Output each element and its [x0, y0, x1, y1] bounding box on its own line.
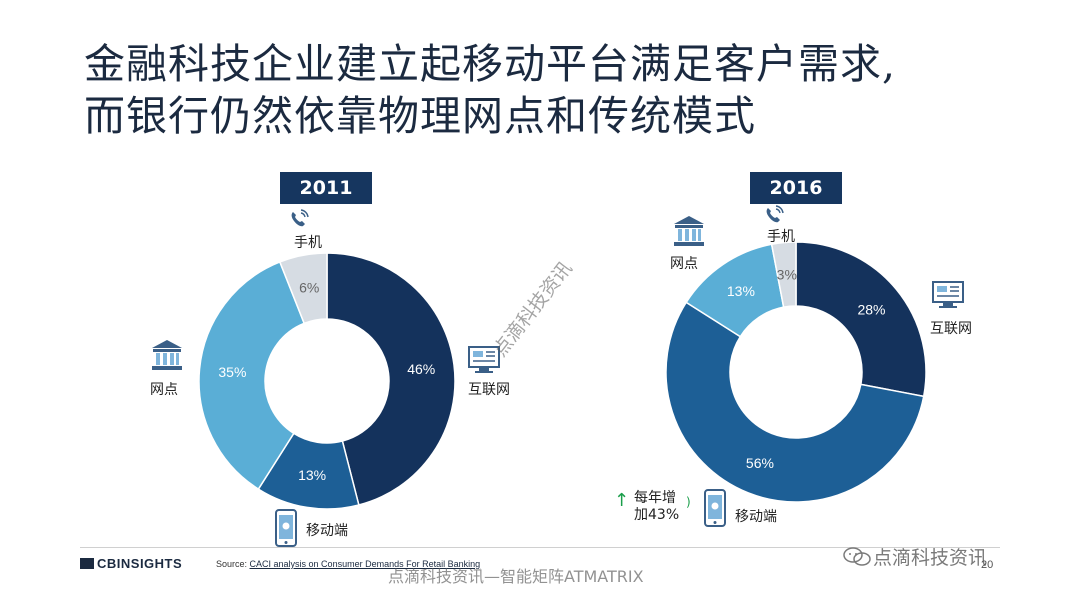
source-prefix: Source:	[216, 559, 250, 569]
bank-icon	[674, 216, 704, 246]
data-label-branch-2016: 13%	[727, 283, 755, 299]
slice-phone-2011	[278, 252, 328, 325]
cb-logo-mark-icon	[80, 558, 94, 569]
cbinsights-logo: CBINSIGHTS	[80, 556, 182, 571]
data-label-phone-2011: 6%	[299, 280, 319, 296]
data-label-phone-2016: 3%	[777, 266, 797, 282]
title-line-2: 而银行仍然依靠物理网点和传统模式	[84, 92, 756, 140]
slice-internet-2011	[326, 252, 456, 506]
watermark-wechat-text: 点滴科技资讯	[873, 547, 988, 569]
smartphone-icon	[275, 509, 297, 547]
year-box-2011: 2011	[280, 172, 372, 204]
growth-text: 每年增 加43%	[634, 490, 679, 524]
data-label-internet-2016: 28%	[857, 302, 885, 318]
label-phone-2011: 手机	[294, 235, 322, 251]
title-line-1: 金融科技企业建立起移动平台满足客户需求,	[84, 40, 897, 88]
page-number: 20	[981, 559, 994, 571]
year-box-2016: 2016	[750, 172, 842, 204]
slice-internet-2016	[795, 241, 927, 398]
label-branch-2011: 网点	[150, 382, 178, 398]
source-note: Source: CACI analysis on Consumer Demand…	[216, 559, 480, 569]
label-phone-2016: 手机	[767, 229, 795, 245]
slide-title: 金融科技企业建立起移动平台满足客户需求, 而银行仍然依靠物理网点和传统模式	[84, 38, 896, 142]
phone-icon	[766, 205, 784, 223]
data-label-branch-2011: 35%	[218, 364, 246, 380]
computer-icon	[932, 281, 964, 308]
phone-icon	[291, 209, 309, 227]
bank-icon	[152, 340, 182, 370]
label-internet-2011: 互联网	[468, 382, 510, 398]
watermark-bottom: 点滴科技资讯—智能矩阵ATMATRIX	[388, 567, 644, 586]
brace-icon: )	[686, 495, 691, 509]
wechat-icon	[843, 547, 871, 566]
computer-icon	[468, 346, 500, 373]
growth-text-line-2: 加43%	[634, 507, 680, 523]
slice-mobile-2016	[665, 301, 925, 503]
label-branch-2016: 网点	[670, 256, 698, 272]
up-arrow-icon: ↑	[614, 490, 630, 511]
slice-branch-2011	[198, 261, 306, 491]
source-link[interactable]: CACI analysis on Consumer Demands For Re…	[249, 559, 481, 569]
footer-divider	[80, 547, 1000, 548]
slice-phone-2016	[770, 241, 797, 309]
data-label-internet-2011: 46%	[407, 361, 435, 377]
smartphone-icon	[704, 489, 726, 527]
label-mobile-2011: 移动端	[306, 523, 348, 539]
data-label-mobile-2011: 13%	[298, 467, 326, 483]
cb-logo-text: CBINSIGHTS	[97, 556, 183, 571]
label-mobile-2016: 移动端	[735, 509, 777, 525]
data-label-mobile-2016: 56%	[746, 455, 774, 471]
label-internet-2016: 互联网	[930, 321, 972, 337]
growth-text-line-1: 每年增	[634, 490, 676, 506]
watermark-wechat: 点滴科技资讯	[843, 543, 987, 570]
